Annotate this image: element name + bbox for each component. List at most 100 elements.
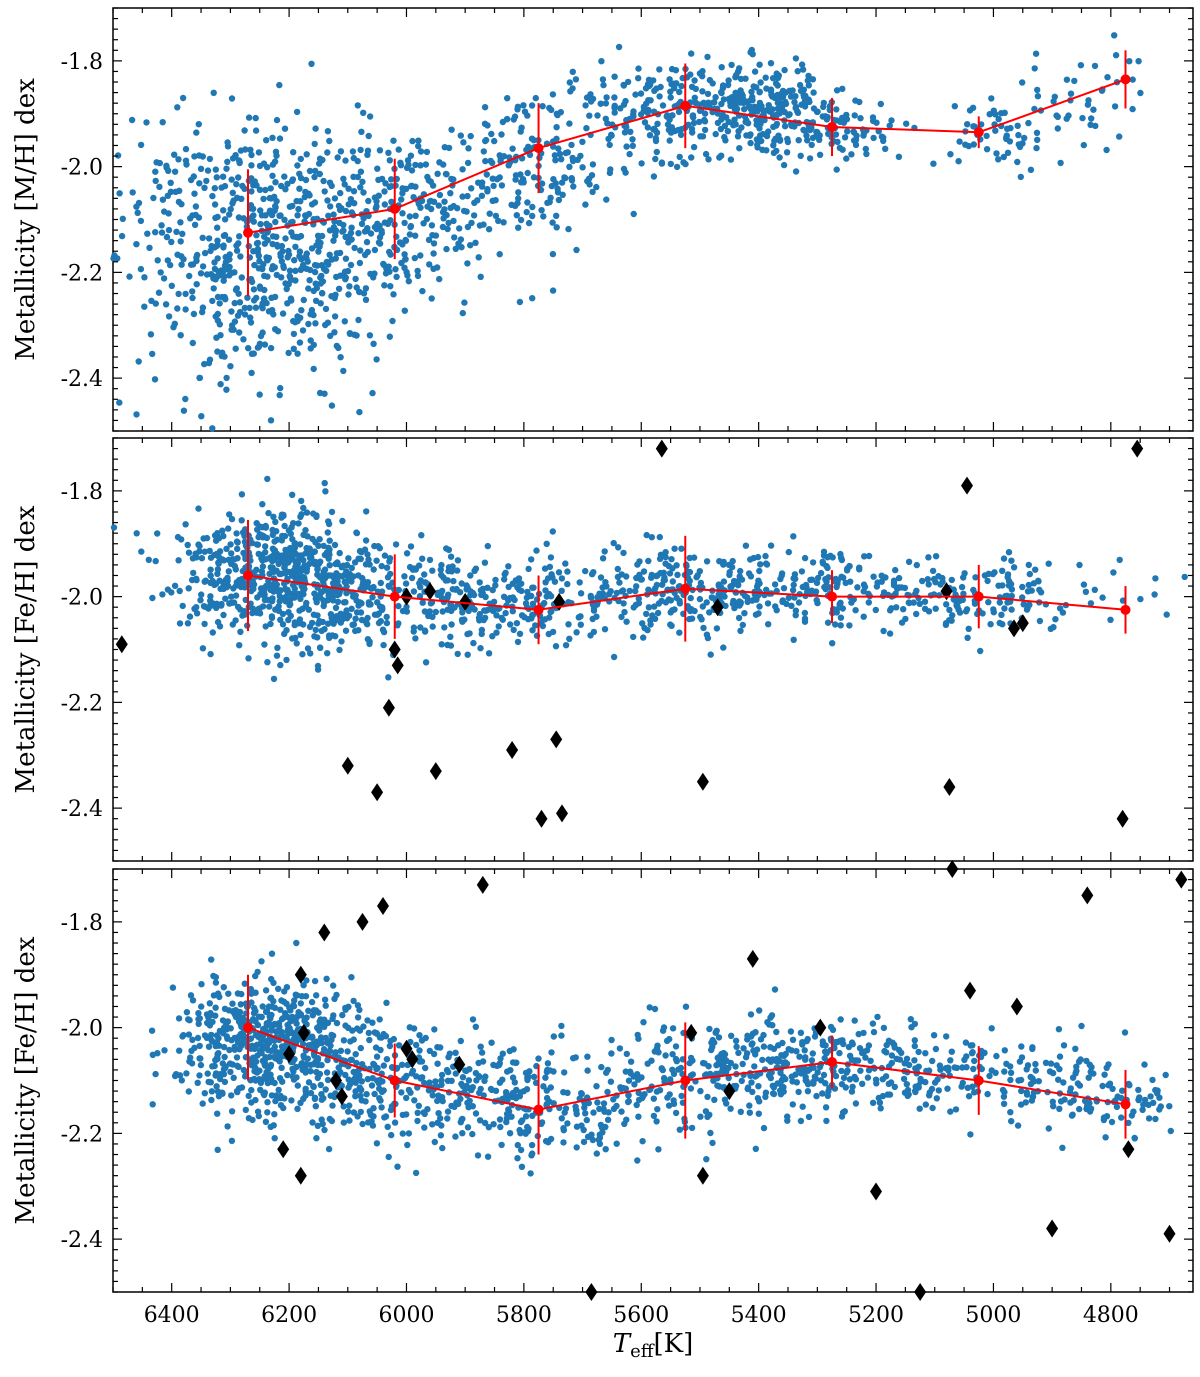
scatter-point <box>233 247 241 254</box>
scatter-point <box>667 160 674 168</box>
scatter-point <box>620 165 628 173</box>
scatter-point <box>209 192 216 200</box>
scatter-point <box>251 1004 258 1012</box>
scatter-point <box>769 75 777 82</box>
scatter-point <box>276 1075 284 1082</box>
scatter-point <box>427 197 434 205</box>
scatter-point <box>546 1067 554 1074</box>
scatter-point <box>524 112 531 119</box>
scatter-point <box>376 1095 383 1102</box>
scatter-point <box>846 562 853 570</box>
scatter-point <box>192 550 199 557</box>
scatter-point <box>154 1050 161 1057</box>
scatter-point <box>773 120 781 128</box>
scatter-point <box>819 1041 826 1049</box>
scatter-point <box>474 197 481 204</box>
scatter-point <box>653 1118 660 1125</box>
scatter-point <box>294 313 301 320</box>
scatter-point <box>736 65 743 72</box>
scatter-point <box>720 578 728 585</box>
scatter-point <box>203 271 211 278</box>
y-tick-labels: -2.4-2.2-2.0-1.8 <box>61 50 103 392</box>
scatter-point <box>458 580 465 587</box>
scatter-point <box>401 1075 408 1082</box>
scatter-point <box>342 599 349 606</box>
scatter-point <box>562 560 569 567</box>
scatter-point <box>479 1058 487 1065</box>
scatter-point <box>204 167 212 174</box>
scatter-point <box>226 1060 234 1067</box>
scatter-point <box>529 1112 536 1120</box>
scatter-point <box>248 1099 255 1106</box>
scatter-point <box>364 614 371 622</box>
scatter-point <box>251 1075 258 1083</box>
scatter-point <box>228 1108 236 1115</box>
scatter-point <box>631 1081 638 1088</box>
scatter-point <box>665 1102 673 1109</box>
scatter-point <box>505 1106 512 1113</box>
scatter-point <box>444 577 451 584</box>
scatter-point <box>302 253 309 260</box>
scatter-point <box>358 220 366 228</box>
scatter-point <box>822 1104 830 1111</box>
scatter-point <box>509 145 516 152</box>
scatter-point <box>472 1023 479 1030</box>
scatter-point <box>189 1036 196 1044</box>
scatter-point <box>182 157 190 164</box>
scatter-point <box>738 576 746 583</box>
scatter-point <box>489 197 496 204</box>
scatter-point <box>137 141 145 149</box>
scatter-point <box>842 579 849 587</box>
scatter-point <box>386 333 393 340</box>
scatter-point <box>1032 50 1040 57</box>
scatter-point <box>422 659 430 666</box>
scatter-point <box>228 550 235 557</box>
scatter-point <box>332 604 340 611</box>
scatter-point <box>459 618 466 625</box>
scatter-point <box>459 1074 467 1081</box>
scatter-point <box>364 1075 371 1083</box>
scatter-point <box>192 203 200 210</box>
scatter-point <box>332 560 339 568</box>
scatter-point <box>237 628 244 635</box>
scatter-point <box>1025 119 1032 127</box>
scatter-point <box>1087 121 1094 128</box>
scatter-point <box>673 594 680 601</box>
scatter-point <box>171 168 179 175</box>
scatter-point <box>323 975 330 982</box>
scatter-point <box>258 212 266 219</box>
scatter-point <box>228 515 236 523</box>
scatter-point <box>356 547 364 555</box>
scatter-point <box>603 196 610 203</box>
scatter-point <box>454 650 461 658</box>
scatter-point <box>385 263 392 270</box>
scatter-point <box>701 116 708 124</box>
scatter-point <box>767 1074 774 1082</box>
scatter-point <box>199 263 207 270</box>
scatter-point <box>599 76 607 83</box>
scatter-point <box>357 555 364 563</box>
scatter-point <box>857 1067 864 1074</box>
scatter-point <box>361 228 369 235</box>
outlier-diamond <box>388 640 401 659</box>
scatter-point <box>1024 588 1032 595</box>
scatter-point <box>152 557 159 565</box>
scatter-point <box>364 147 372 154</box>
scatter-point <box>481 1077 488 1085</box>
scatter-point <box>382 180 389 187</box>
scatter-point <box>435 202 442 209</box>
scatter-point <box>262 186 269 194</box>
scatter-point <box>1116 133 1123 140</box>
scatter-point <box>300 296 307 304</box>
scatter-point <box>413 1041 420 1049</box>
scatter-point <box>226 211 233 218</box>
scatter-point <box>312 167 319 175</box>
scatter-point <box>849 1083 856 1091</box>
scatter-point <box>430 240 438 247</box>
scatter-point <box>328 1117 336 1125</box>
scatter-point <box>269 233 277 240</box>
scatter-point <box>456 589 464 596</box>
scatter-point <box>1163 611 1170 618</box>
scatter-point <box>1008 557 1015 564</box>
scatter-point <box>376 147 384 154</box>
